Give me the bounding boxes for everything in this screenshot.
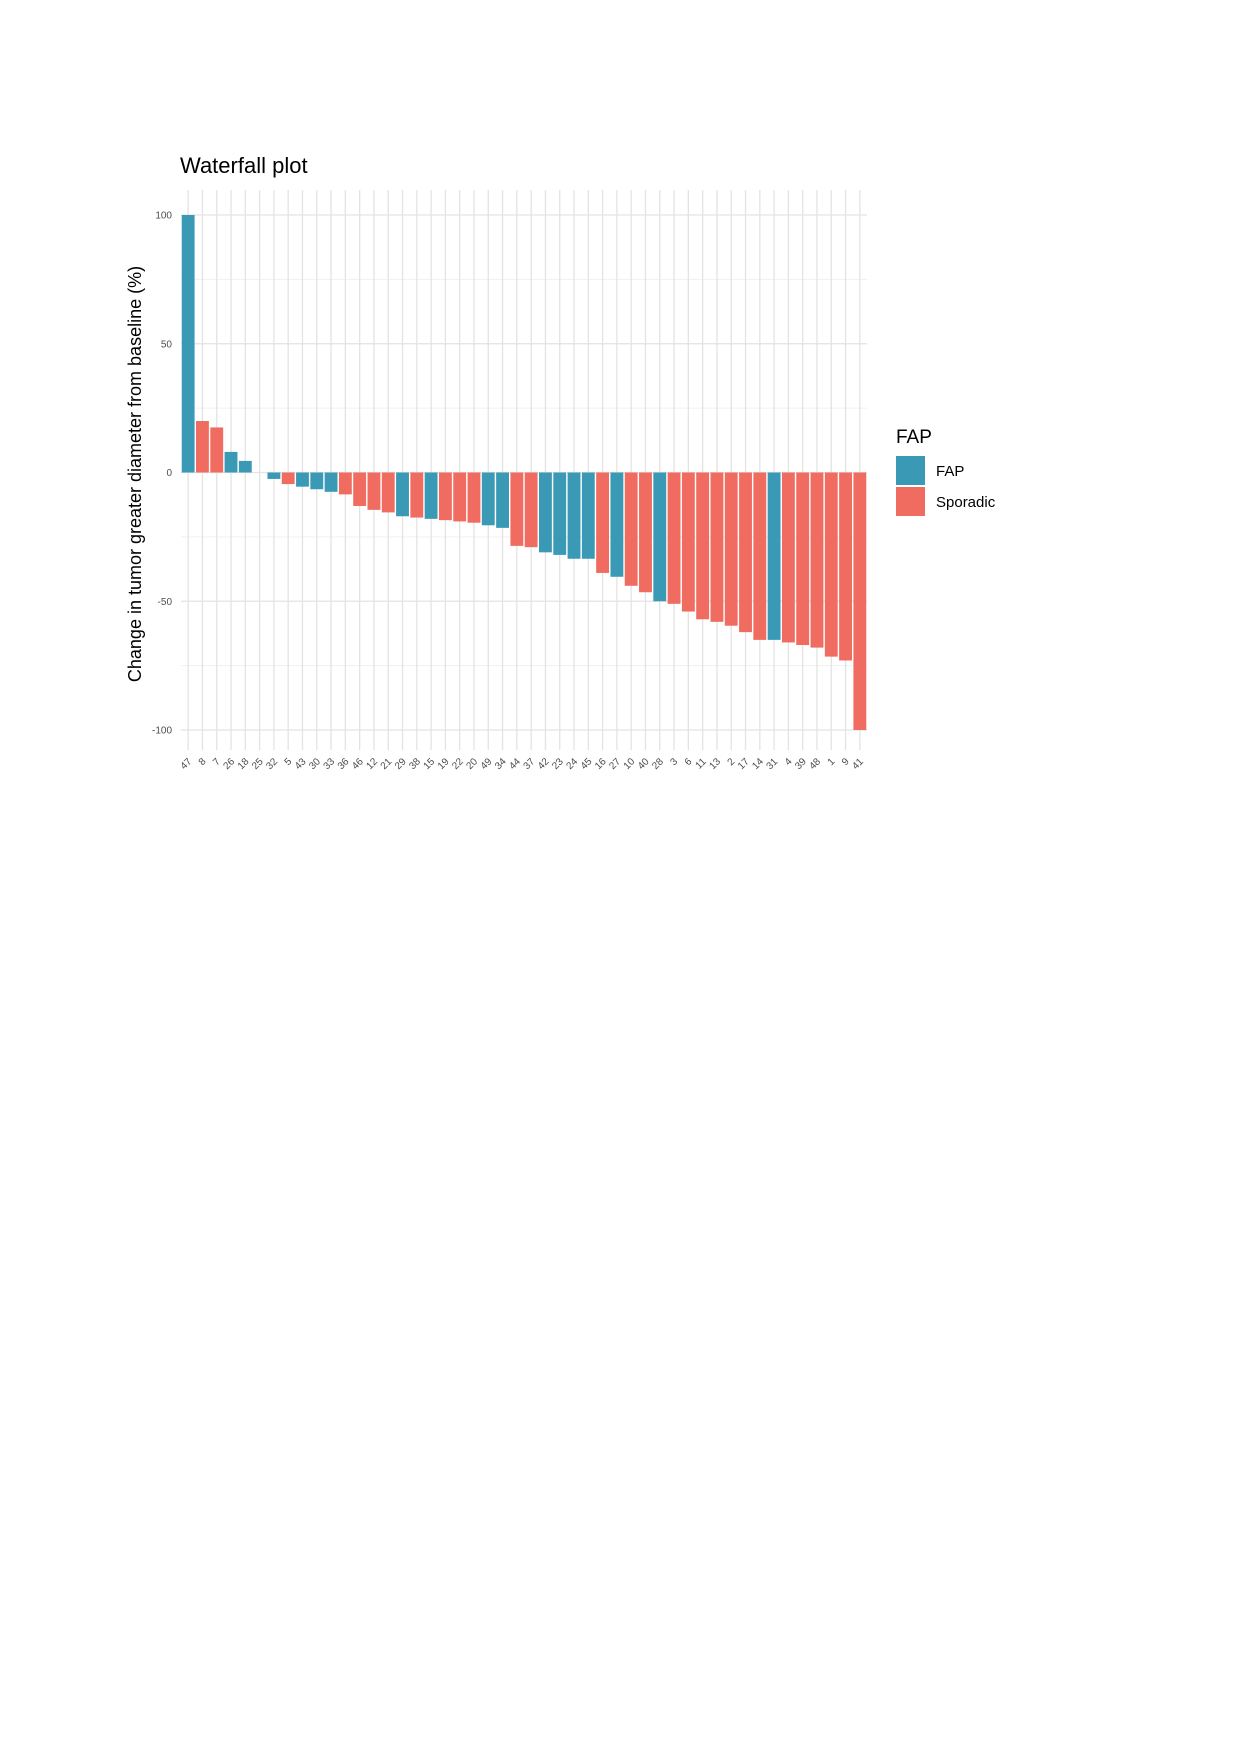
x-tick-label: 3 [668,756,680,768]
bar-24 [567,472,581,559]
bar-2 [724,472,738,626]
bar-6 [681,472,695,612]
x-tick-label: 32 [264,756,280,772]
x-tick-label: 48 [807,756,823,772]
bar-5 [281,472,295,485]
bar-32 [267,472,281,479]
bar-37 [524,472,538,548]
bar-8 [196,421,209,473]
bar-48 [810,472,824,648]
bar-16 [596,472,610,573]
y-tick-label: 0 [166,468,172,479]
x-tick-label: 28 [650,756,666,772]
y-tick-label: -50 [158,597,173,608]
bar-43 [296,472,309,487]
bar-15 [424,472,438,519]
x-tick-label: 4 [783,756,795,768]
bar-12 [367,472,381,510]
bar-7 [210,427,224,473]
bar-36 [338,472,352,495]
bar-23 [553,472,567,555]
bar-39 [796,472,810,646]
bar-21 [381,472,395,513]
legend-title: FAP [896,427,932,448]
bar-19 [438,472,452,521]
bar-18 [238,460,252,473]
bar-20 [467,472,481,523]
bar-13 [710,472,724,622]
chart-title: Waterfall plot [180,153,308,178]
bars [181,215,867,730]
legend-label-sporadic: Sporadic [936,494,996,511]
bar-34 [496,472,509,528]
x-tick-label: 13 [707,756,723,772]
legend-key-sporadic [896,487,925,516]
bar-49 [481,472,495,526]
bar-10 [624,472,638,586]
x-tick-label: 2 [726,756,738,768]
bar-27 [610,472,624,577]
bar-46 [353,472,367,506]
bar-11 [696,472,710,620]
y-tick-label: -100 [152,726,172,737]
bar-26 [224,451,238,473]
bar-17 [739,472,752,633]
x-tick-label: 47 [179,756,195,772]
x-tick-label: 8 [197,756,209,768]
y-tick-label: 50 [161,339,173,350]
bar-14 [753,472,767,640]
bar-30 [310,472,324,490]
bar-47 [181,215,195,473]
bar-41 [853,472,867,730]
x-tick-label: 1 [826,756,838,768]
y-axis-label: Change in tumor greater diameter from ba… [125,266,145,682]
bar-44 [510,472,524,546]
bar-3 [667,472,681,604]
x-tick-label: 5 [283,756,295,768]
bar-33 [324,472,338,492]
bar-29 [396,472,409,517]
bar-42 [539,472,552,553]
bar-45 [581,472,595,559]
bar-28 [653,472,667,602]
legend-key-fap [896,456,925,485]
y-tick-label: 100 [155,211,172,222]
legend-label-fap: FAP [936,463,964,480]
x-tick-label: 7 [211,756,223,768]
bar-22 [453,472,467,522]
bar-1 [824,472,838,657]
bar-4 [781,472,795,643]
x-tick-label: 31 [765,756,781,772]
x-tick-label: 41 [850,756,866,772]
y-axis-ticks: 100 50 0 -50 -100 [152,211,172,737]
x-tick-label: 6 [683,756,695,768]
bar-31 [767,472,781,640]
grid-lines [181,190,867,750]
bar-40 [639,472,652,593]
x-tick-label: 9 [840,756,852,768]
legend: FAP FAP Sporadic [896,427,996,516]
bar-9 [839,472,852,661]
bar-38 [410,472,424,518]
